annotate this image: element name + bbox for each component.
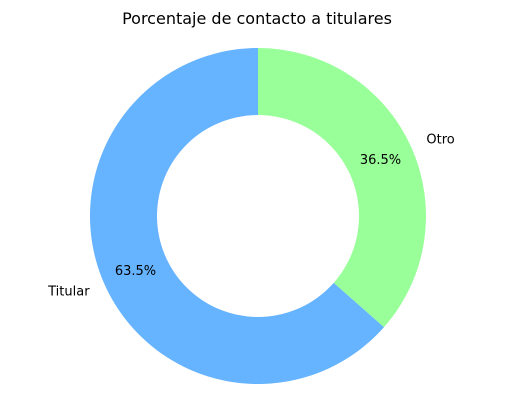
slice-percent-label-otro: 36.5% <box>360 153 401 168</box>
slice-percent-label-titular: 63.5% <box>115 264 156 279</box>
donut-hole <box>157 115 359 317</box>
chart-title: Porcentaje de contacto a titulares <box>122 9 392 28</box>
slice-label-otro: Otro <box>426 132 454 147</box>
slice-label-titular: Titular <box>47 285 90 300</box>
